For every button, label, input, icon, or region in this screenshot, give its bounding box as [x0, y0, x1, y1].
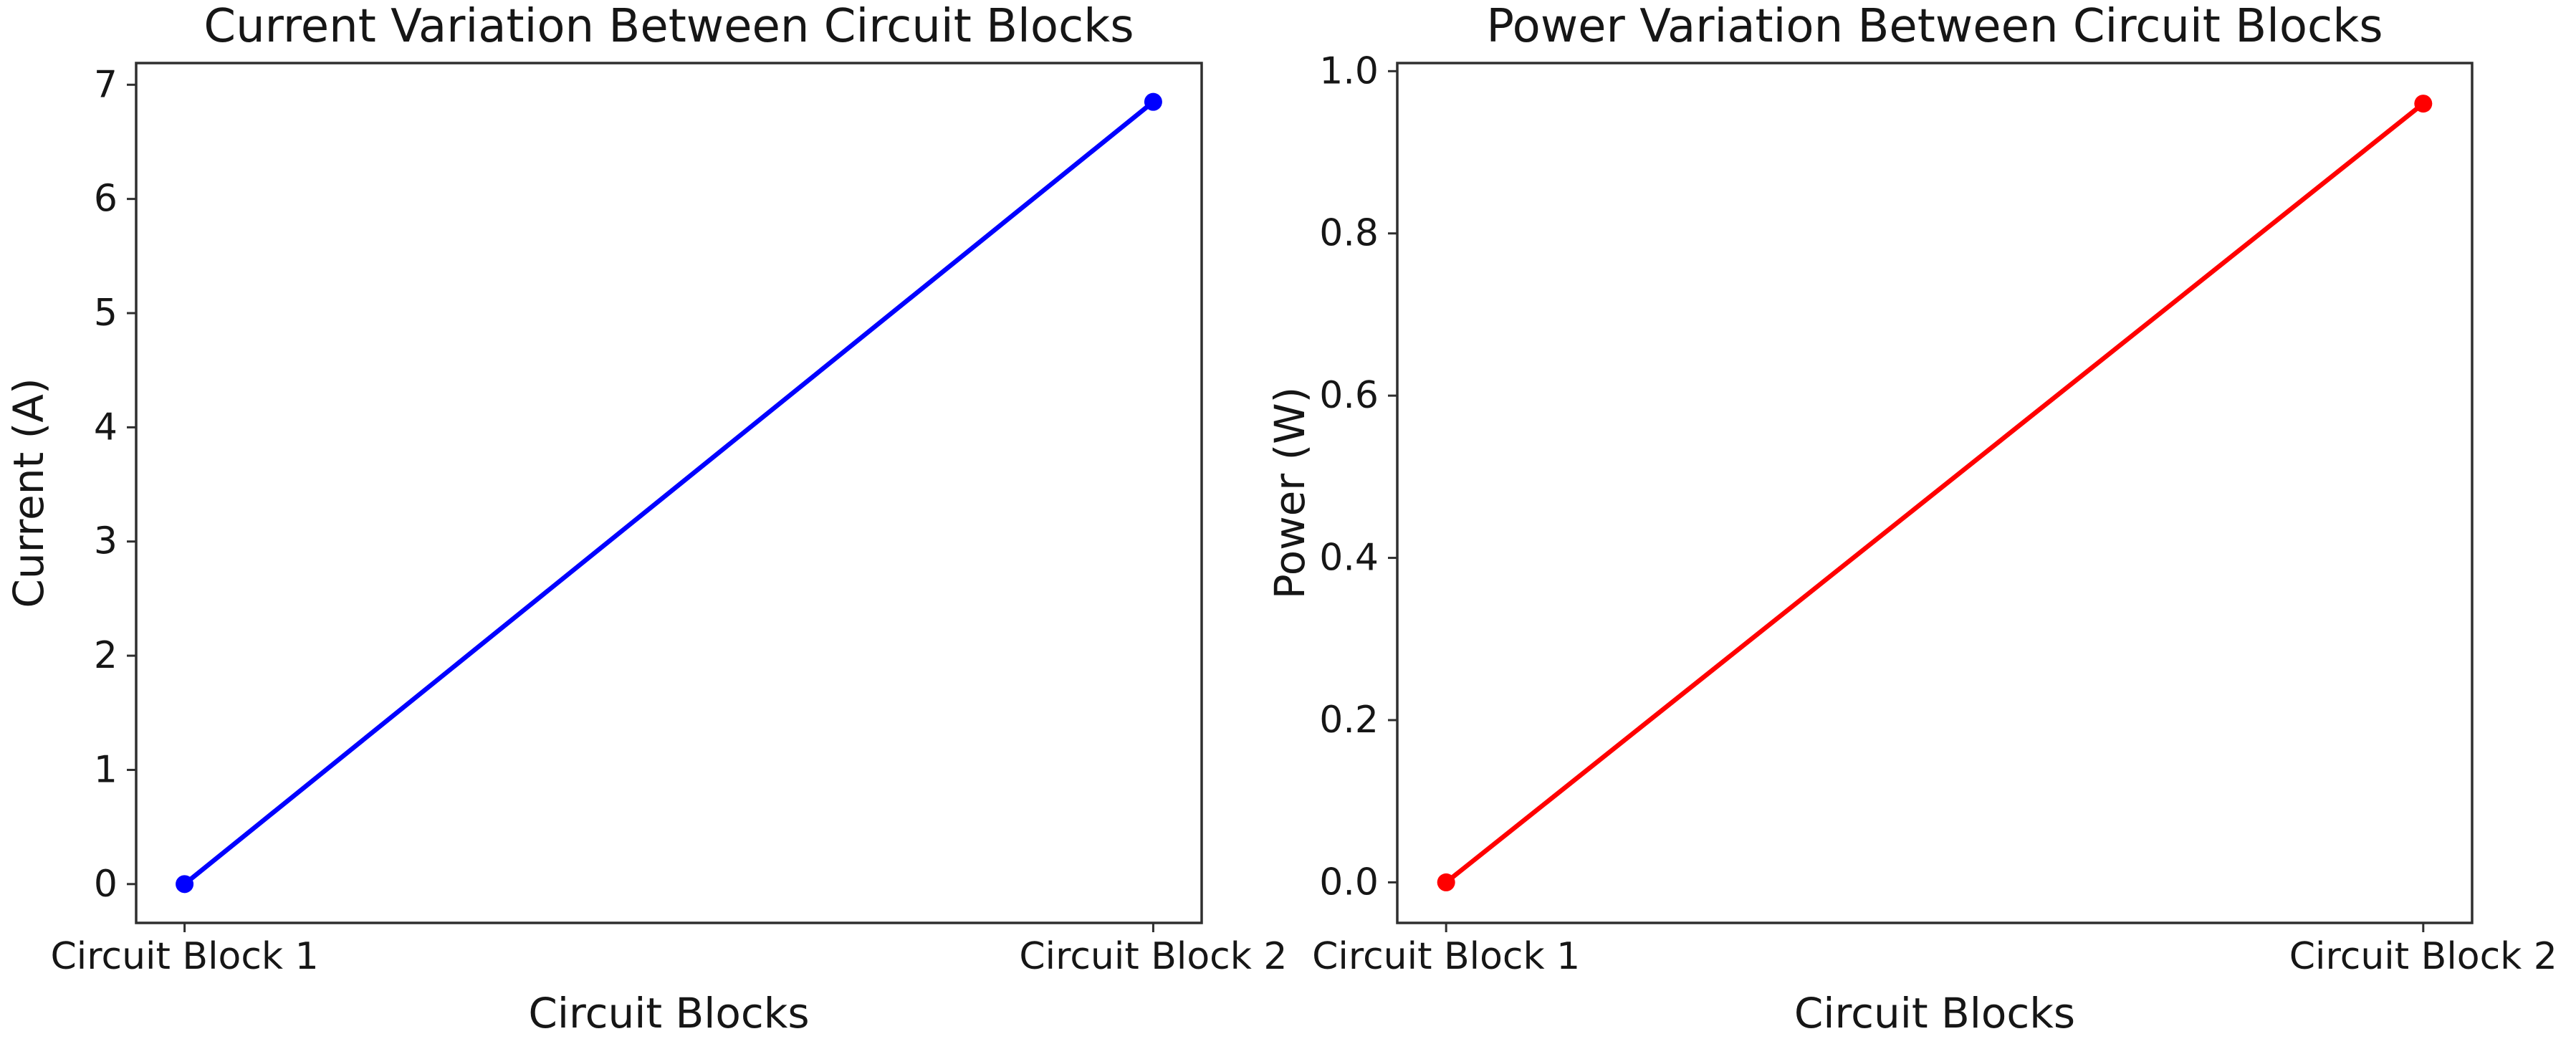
y-tick-label: 0.8 [1319, 212, 1379, 255]
x-tick-label: Circuit Block 1 [1312, 935, 1580, 978]
y-axis-label: Power (W) [1265, 387, 1314, 599]
plot-area [135, 62, 1203, 924]
data-point [1437, 873, 1455, 891]
y-axis-label: Current (A) [4, 378, 53, 608]
y-tick-label: 0.0 [1319, 861, 1379, 904]
chart-title: Current Variation Between Circuit Blocks [204, 0, 1134, 53]
x-axis-label: Circuit Blocks [528, 989, 809, 1038]
power-chart-panel: 0.0 0.2 0.4 0.6 0.8 1.0 Circuit Block 1 Circuit… [1265, 0, 2557, 1038]
y-tick-label: 3 [94, 520, 118, 563]
y-tick-label: 0 [94, 863, 118, 906]
y-tick-label: 6 [94, 178, 118, 221]
y-tick-label: 7 [94, 63, 118, 106]
y-tick-label: 1 [94, 748, 118, 791]
data-point [176, 875, 194, 894]
data-line [1443, 101, 2426, 885]
chart-title: Power Variation Between Circuit Blocks [1486, 0, 2383, 53]
x-tick-label: Circuit Block 2 [2289, 935, 2557, 978]
plot-area [1396, 62, 2474, 924]
x-tick-label: Circuit Block 2 [1019, 935, 1287, 978]
x-axis-label: Circuit Blocks [1794, 989, 2075, 1038]
y-tick-label: 5 [94, 292, 118, 335]
data-point [2414, 95, 2433, 113]
data-point [1144, 92, 1162, 111]
y-tick-label: 0.4 [1319, 537, 1379, 580]
y-tick-label: 2 [94, 634, 118, 677]
y-tick-label: 0.6 [1319, 374, 1379, 417]
current-chart-panel: 0 1 2 3 4 5 6 7 Circuit Block 1 Circuit Block 2 Cu… [4, 0, 1287, 1038]
y-tick-label: 4 [94, 406, 118, 449]
data-line [182, 99, 1156, 887]
y-tick-label: 0.2 [1319, 699, 1379, 742]
y-tick-label: 1.0 [1319, 49, 1379, 92]
x-tick-label: Circuit Block 1 [51, 935, 319, 978]
